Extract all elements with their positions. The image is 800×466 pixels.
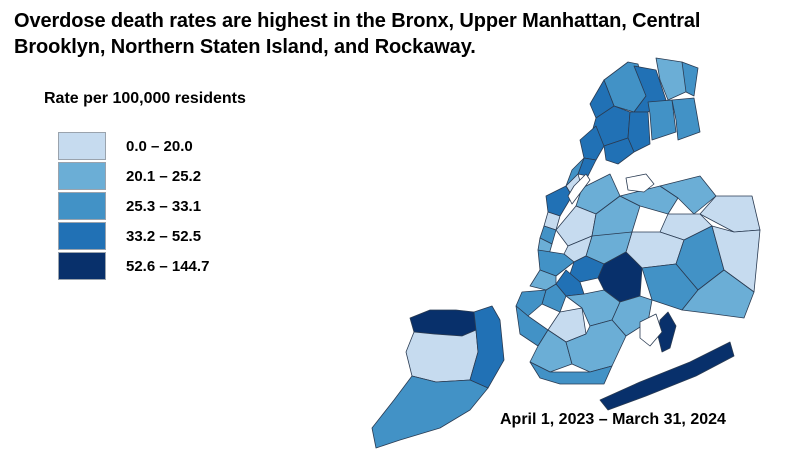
region-rockaway-peninsula (599, 341, 735, 411)
region-brooklyn-sheepshead (565, 319, 627, 373)
legend-label: 52.6 – 144.7 (126, 257, 210, 275)
legend-item: 0.0 – 20.0 (58, 131, 209, 161)
region-manhattan-midtown (545, 185, 573, 217)
legend-item: 25.3 – 33.1 (58, 191, 209, 221)
legend-label: 33.2 – 52.5 (126, 227, 202, 245)
region-bronx-northeast (655, 57, 691, 101)
region-brooklyn-sunset-park (515, 289, 547, 317)
legend-swatch (58, 162, 106, 190)
central-park-water-mask (567, 173, 591, 205)
region-manhattan-washington-heights (579, 125, 605, 161)
region-staten-north-shore (409, 309, 477, 337)
region-staten-south-shore (371, 375, 489, 449)
region-queens-jamaica-bay-south (681, 269, 755, 319)
flushing-bay-water (625, 173, 655, 193)
region-brooklyn-coney-island (529, 361, 613, 385)
legend: 0.0 – 20.0 20.1 – 25.2 25.3 – 33.1 33.2 … (58, 131, 209, 281)
map-title: Overdose death rates are highest in the … (14, 10, 701, 58)
legend-swatch (58, 252, 106, 280)
legend-swatch (58, 132, 106, 160)
region-bronx-pelham (681, 61, 699, 97)
legend-swatch (58, 222, 106, 250)
legend-item: 52.6 – 144.7 (58, 251, 209, 281)
region-bronx-hunts-point (603, 137, 635, 165)
legend-item: 33.2 – 52.5 (58, 221, 209, 251)
jamaica-bay-water (639, 313, 663, 347)
legend-title: Rate per 100,000 residents (44, 90, 246, 107)
region-bronx-throgs-neck (671, 97, 701, 141)
region-queens-flushing (619, 185, 679, 215)
legend-label: 25.3 – 33.1 (126, 197, 202, 215)
region-queens-queens-village (711, 225, 761, 293)
region-brooklyn-park-slope (529, 269, 557, 291)
legend-label: 20.1 – 25.2 (126, 167, 202, 185)
legend-swatch (58, 192, 106, 220)
region-brooklyn-greenpoint (537, 249, 575, 277)
region-staten-mid-island (405, 329, 479, 383)
legend-item: 20.1 – 25.2 (58, 161, 209, 191)
legend-label: 0.0 – 20.0 (126, 137, 193, 155)
region-queens-bayside (659, 175, 717, 215)
date-range: April 1, 2023 – March 31, 2024 (500, 411, 726, 428)
region-bronx-parkchester (647, 99, 677, 141)
region-bronx-crotona (627, 111, 651, 153)
